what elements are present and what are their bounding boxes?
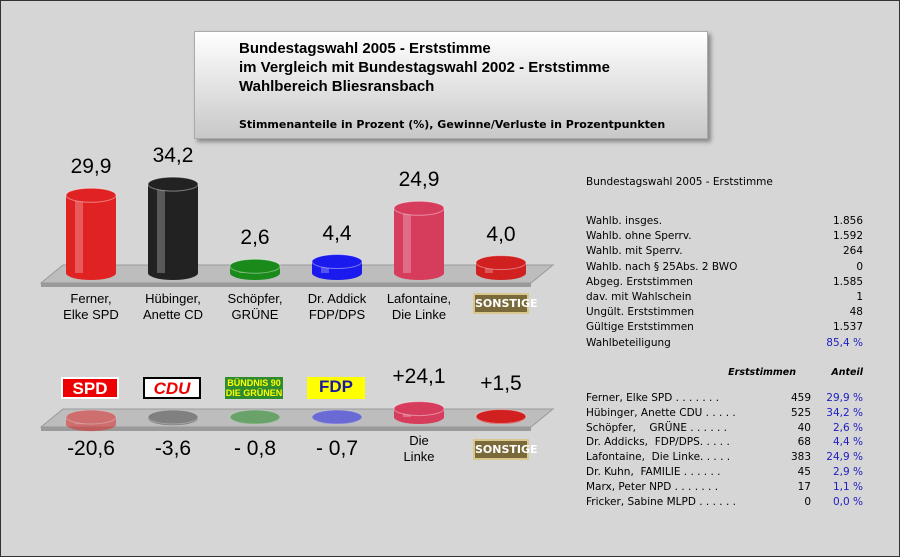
bar (229, 409, 281, 425)
bar (65, 187, 117, 280)
platform-front (41, 283, 531, 287)
value-label: -3,6 (154, 437, 192, 460)
bar (311, 254, 363, 280)
col-header: Erststimmen (728, 367, 796, 378)
category-label: CDU (143, 377, 201, 399)
category-label: Schöpfer, GRÜNE (227, 291, 283, 322)
value-label: 24,9 (398, 168, 440, 192)
stat-value: 1.585 (832, 275, 863, 288)
value-label: - 0,8 (233, 437, 277, 460)
stat-value: 1.537 (832, 321, 863, 334)
candidate-name: Dr. Addicks, FDP/DPS. . . . . (586, 436, 730, 449)
candidate-votes: 68 (797, 436, 811, 449)
platform-front (41, 427, 531, 431)
stat-label: Wahlb. ohne Sperrv. (586, 230, 692, 243)
category-label: Lafontaine, Die Linke (386, 291, 452, 322)
candidate-name: Fricker, Sabine MLPD . . . . . . (586, 495, 736, 508)
value-label: 29,9 (70, 155, 112, 179)
title: Bundestagswahl 2005 - Erststimme im Verg… (239, 40, 610, 95)
candidate-name: Ferner, Elke SPD . . . . . . . (586, 392, 720, 404)
category-label: Hübinger, Anette CD (143, 291, 203, 322)
category-label: SONSTIGE (473, 439, 538, 460)
stat-value: 85,4 % (826, 336, 863, 349)
category-label: SONSTIGE (473, 293, 538, 314)
stat-label: Wahlb. insges. (586, 215, 663, 227)
value-label: 4,4 (322, 221, 352, 245)
candidate-name: Schöpfer, GRÜNE . . . . . . (586, 421, 728, 434)
bar (65, 409, 117, 432)
bar (147, 409, 199, 426)
candidate-share: 29,9 % (826, 392, 863, 404)
candidate-name: Hübinger, Anette CDU . . . . . (586, 406, 736, 419)
stat-value: 1.856 (832, 215, 863, 227)
category-label: Dr. Addick FDP/DPS (307, 291, 367, 322)
candidate-votes: 525 (790, 406, 811, 419)
stat-label: Wahlbeteiligung (586, 336, 671, 349)
category-label: Ferner, Elke SPD (63, 291, 119, 322)
stat-value: 0 (856, 260, 863, 273)
stat-value: 1 (856, 291, 863, 303)
value-label: 34,2 (152, 144, 194, 168)
col-header: Anteil (831, 367, 863, 378)
candidate-share: 34,2 % (826, 406, 863, 419)
candidate-votes: 459 (790, 392, 811, 404)
candidate-votes: 17 (797, 480, 811, 493)
value-label: - 0,7 (315, 437, 359, 460)
candidate-share: 0,0 % (832, 495, 863, 508)
stat-label: dav. mit Wahlschein (586, 291, 692, 303)
bar (475, 408, 527, 424)
subtitle: Stimmenanteile in Prozent (%), Gewinne/V… (239, 118, 666, 131)
stat-label: Abgeg. Erststimmen (586, 275, 693, 288)
value-label: 4,0 (486, 222, 516, 246)
bar (475, 255, 527, 280)
value-label: 2,6 (240, 226, 270, 250)
candidate-name: Marx, Peter NPD . . . . . . . (586, 480, 719, 493)
candidate-votes: 383 (790, 451, 811, 464)
candidate-share: 2,9 % (832, 466, 863, 478)
stat-label: Gültige Erststimmen (586, 321, 694, 334)
candidate-votes: 45 (797, 466, 811, 478)
candidate-share: 2,6 % (832, 421, 863, 434)
bar (393, 200, 445, 280)
bar (311, 409, 363, 425)
candidate-name: Lafontaine, Die Linke. . . . . (586, 451, 731, 464)
stat-label: Ungült. Erststimmen (586, 306, 694, 319)
candidate-votes: 40 (797, 421, 811, 434)
value-label: +1,5 (480, 372, 522, 396)
stat-value: 264 (842, 245, 863, 258)
stat-value: 48 (849, 306, 863, 319)
bar (393, 401, 445, 424)
candidate-votes: 0 (804, 495, 811, 508)
bar (229, 258, 281, 280)
stat-label: Wahlb. nach § 25Abs. 2 BWO (586, 260, 738, 273)
category-label: BÜNDNIS 90 DIE GRÜNEN (225, 377, 283, 399)
title-box (194, 31, 708, 139)
category-label: Die Linke (403, 433, 435, 464)
bar (147, 176, 199, 280)
stat-label: Wahlb. mit Sperrv. (586, 245, 683, 258)
stats-title: Bundestagswahl 2005 - Erststimme (586, 176, 773, 188)
candidate-share: 4,4 % (832, 436, 863, 449)
value-label: +24,1 (392, 364, 446, 388)
value-label: -20,6 (67, 437, 115, 460)
candidate-share: 1,1 % (832, 480, 863, 493)
candidate-name: Dr. Kuhn, FAMILIE . . . . . . (586, 466, 721, 478)
category-label: FDP (307, 377, 365, 399)
category-label: SPD (61, 377, 119, 399)
stat-value: 1.592 (832, 230, 863, 243)
candidate-share: 24,9 % (826, 451, 863, 464)
